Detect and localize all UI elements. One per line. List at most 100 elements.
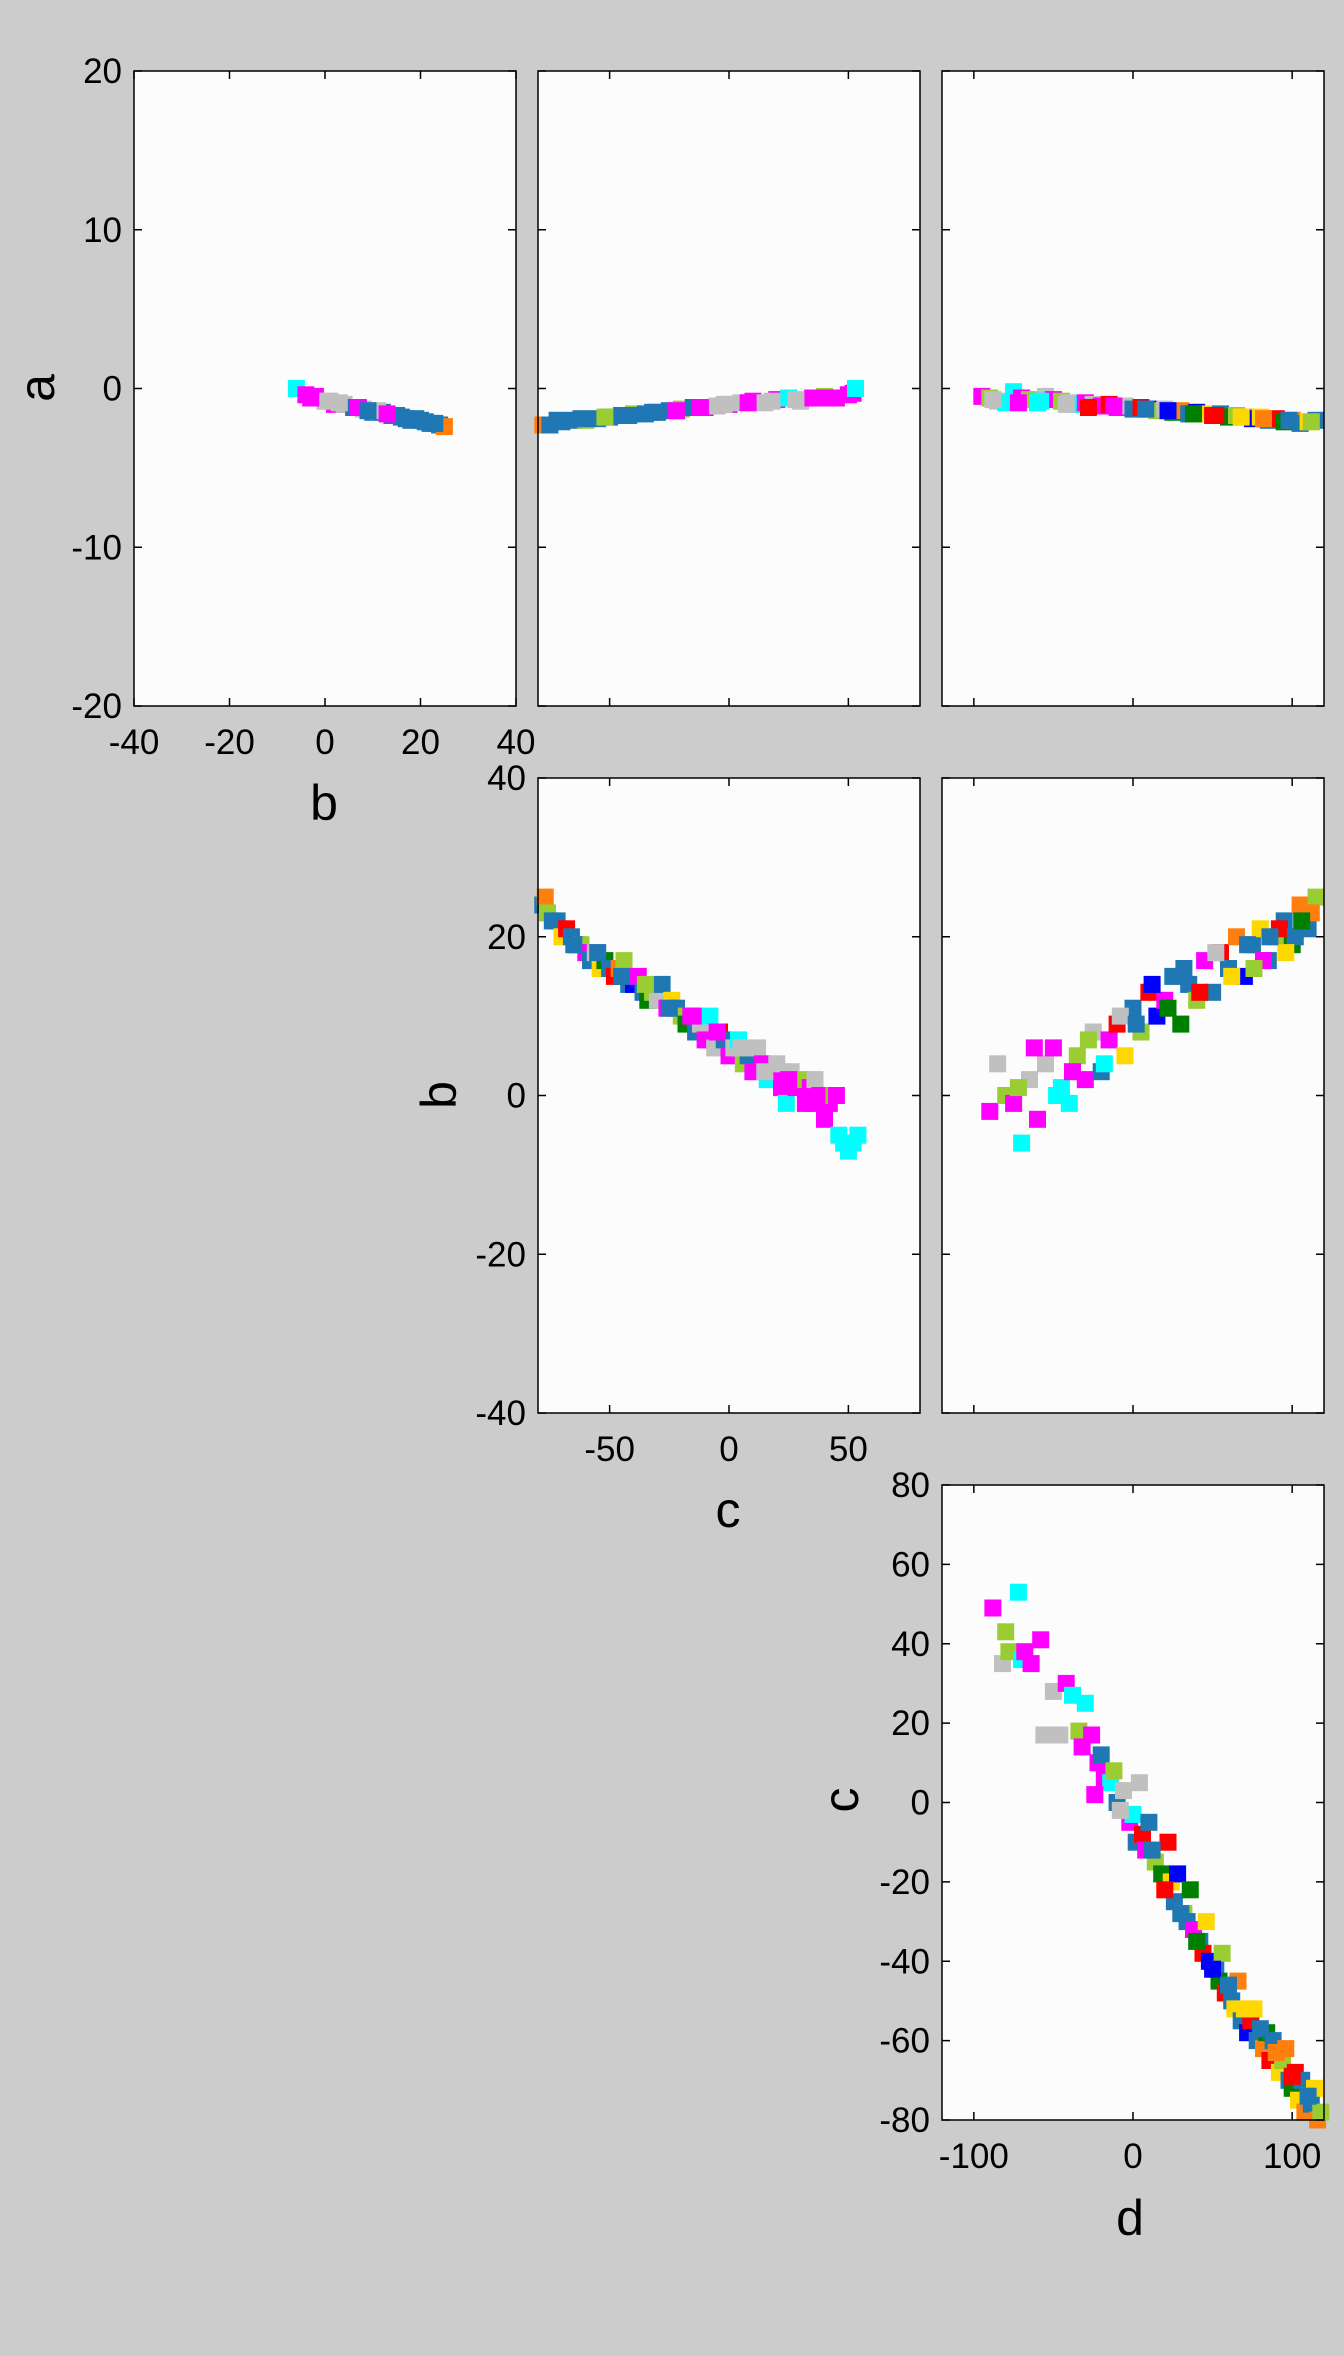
data-point xyxy=(1009,1079,1027,1097)
data-point xyxy=(1197,1913,1215,1931)
data-point xyxy=(1223,967,1241,985)
data-point xyxy=(548,411,566,429)
x-tick-label: 0 xyxy=(1123,2137,1142,2176)
data-points xyxy=(984,1583,1330,2129)
data-point xyxy=(708,1023,726,1041)
data-points xyxy=(981,888,1325,1152)
data-point xyxy=(1013,1134,1031,1152)
data-point xyxy=(1048,1087,1066,1104)
data-point xyxy=(984,391,1002,409)
data-point xyxy=(1068,1047,1086,1065)
y-tick-label: -80 xyxy=(879,2101,930,2140)
data-point xyxy=(1302,413,1320,431)
data-point xyxy=(1312,2103,1330,2121)
x-tick-label: 50 xyxy=(829,1430,868,1469)
data-point xyxy=(1064,1063,1081,1081)
panel-c-vs-a xyxy=(534,70,921,707)
data-point xyxy=(1207,944,1225,962)
data-point xyxy=(1172,1015,1190,1033)
data-point xyxy=(1111,1801,1129,1819)
data-point xyxy=(749,1039,767,1057)
data-point xyxy=(1280,411,1298,429)
data-points xyxy=(534,888,867,1160)
data-point xyxy=(984,1599,1002,1617)
data-point xyxy=(1022,1655,1040,1673)
data-point xyxy=(715,395,733,413)
data-point xyxy=(777,1094,795,1112)
data-point xyxy=(1035,1726,1053,1744)
data-point xyxy=(1299,2087,1317,2105)
data-point xyxy=(1204,1960,1222,1978)
data-point xyxy=(1267,2044,1285,2061)
data-point xyxy=(763,392,781,410)
y-tick-label: 20 xyxy=(487,918,526,957)
data-point xyxy=(1005,1094,1023,1112)
data-point xyxy=(1293,912,1311,930)
data-point xyxy=(701,1007,719,1025)
data-point xyxy=(1156,1881,1174,1899)
x-tick-label: 20 xyxy=(401,723,440,762)
data-point xyxy=(572,410,590,428)
data-point xyxy=(1051,1726,1069,1744)
y-tick-label: -20 xyxy=(879,1863,930,1902)
y-tick-label: 10 xyxy=(83,211,122,250)
data-point xyxy=(1095,1055,1113,1073)
plot-area xyxy=(942,71,1324,706)
data-point xyxy=(1079,1031,1097,1049)
data-point xyxy=(596,408,614,426)
x-tick-label: -100 xyxy=(939,2137,1009,2176)
plot-area xyxy=(538,778,920,1413)
data-point xyxy=(1127,1015,1145,1033)
data-point xyxy=(1172,1905,1190,1923)
data-points xyxy=(973,383,1325,432)
panel-d-vs-b xyxy=(941,777,1325,1414)
data-point xyxy=(644,403,662,421)
y-tick-label: -60 xyxy=(879,2022,930,2061)
data-point xyxy=(806,1071,824,1089)
data-point xyxy=(1105,1762,1123,1780)
data-point xyxy=(653,975,671,993)
y-tick-label: 0 xyxy=(103,370,122,409)
data-point xyxy=(827,1087,845,1104)
x-axis-label: c xyxy=(716,1482,741,1538)
y-axis-label: a xyxy=(9,374,65,402)
data-point xyxy=(613,967,631,985)
data-point xyxy=(1130,1774,1148,1792)
x-tick-label: 0 xyxy=(315,723,334,762)
data-point xyxy=(565,936,583,954)
plot-area xyxy=(134,71,516,706)
data-point xyxy=(989,1055,1007,1073)
data-point xyxy=(1255,410,1272,428)
data-point xyxy=(660,999,678,1017)
data-point xyxy=(1100,1031,1118,1049)
data-point xyxy=(691,399,709,416)
x-tick-label: 100 xyxy=(1263,2137,1321,2176)
data-point xyxy=(1105,397,1123,415)
panel-d-vs-a xyxy=(941,70,1325,707)
y-tick-label: 60 xyxy=(891,1545,930,1584)
data-point xyxy=(1092,1746,1110,1764)
data-point xyxy=(1057,395,1075,413)
data-point xyxy=(321,392,339,410)
data-point xyxy=(359,402,377,420)
y-tick-label: -10 xyxy=(71,528,122,567)
data-point xyxy=(981,1102,999,1120)
y-tick-label: -40 xyxy=(879,1942,930,1981)
data-point xyxy=(811,389,829,407)
x-tick-label: -50 xyxy=(584,1430,635,1469)
data-point xyxy=(1251,2020,1269,2038)
data-point xyxy=(1277,944,1295,962)
data-point xyxy=(1159,1833,1177,1851)
data-point xyxy=(816,1110,833,1128)
data-point xyxy=(1185,405,1202,423)
x-tick-label: 0 xyxy=(719,1430,738,1469)
data-point xyxy=(756,1063,774,1081)
data-point xyxy=(1239,936,1257,954)
y-tick-label: 20 xyxy=(891,1704,930,1743)
data-point xyxy=(1286,928,1304,946)
y-axis-label: c xyxy=(813,1788,869,1813)
data-point xyxy=(589,944,607,962)
x-axis-label: d xyxy=(1116,2190,1144,2246)
data-point xyxy=(397,410,415,428)
data-point xyxy=(1204,983,1222,1001)
